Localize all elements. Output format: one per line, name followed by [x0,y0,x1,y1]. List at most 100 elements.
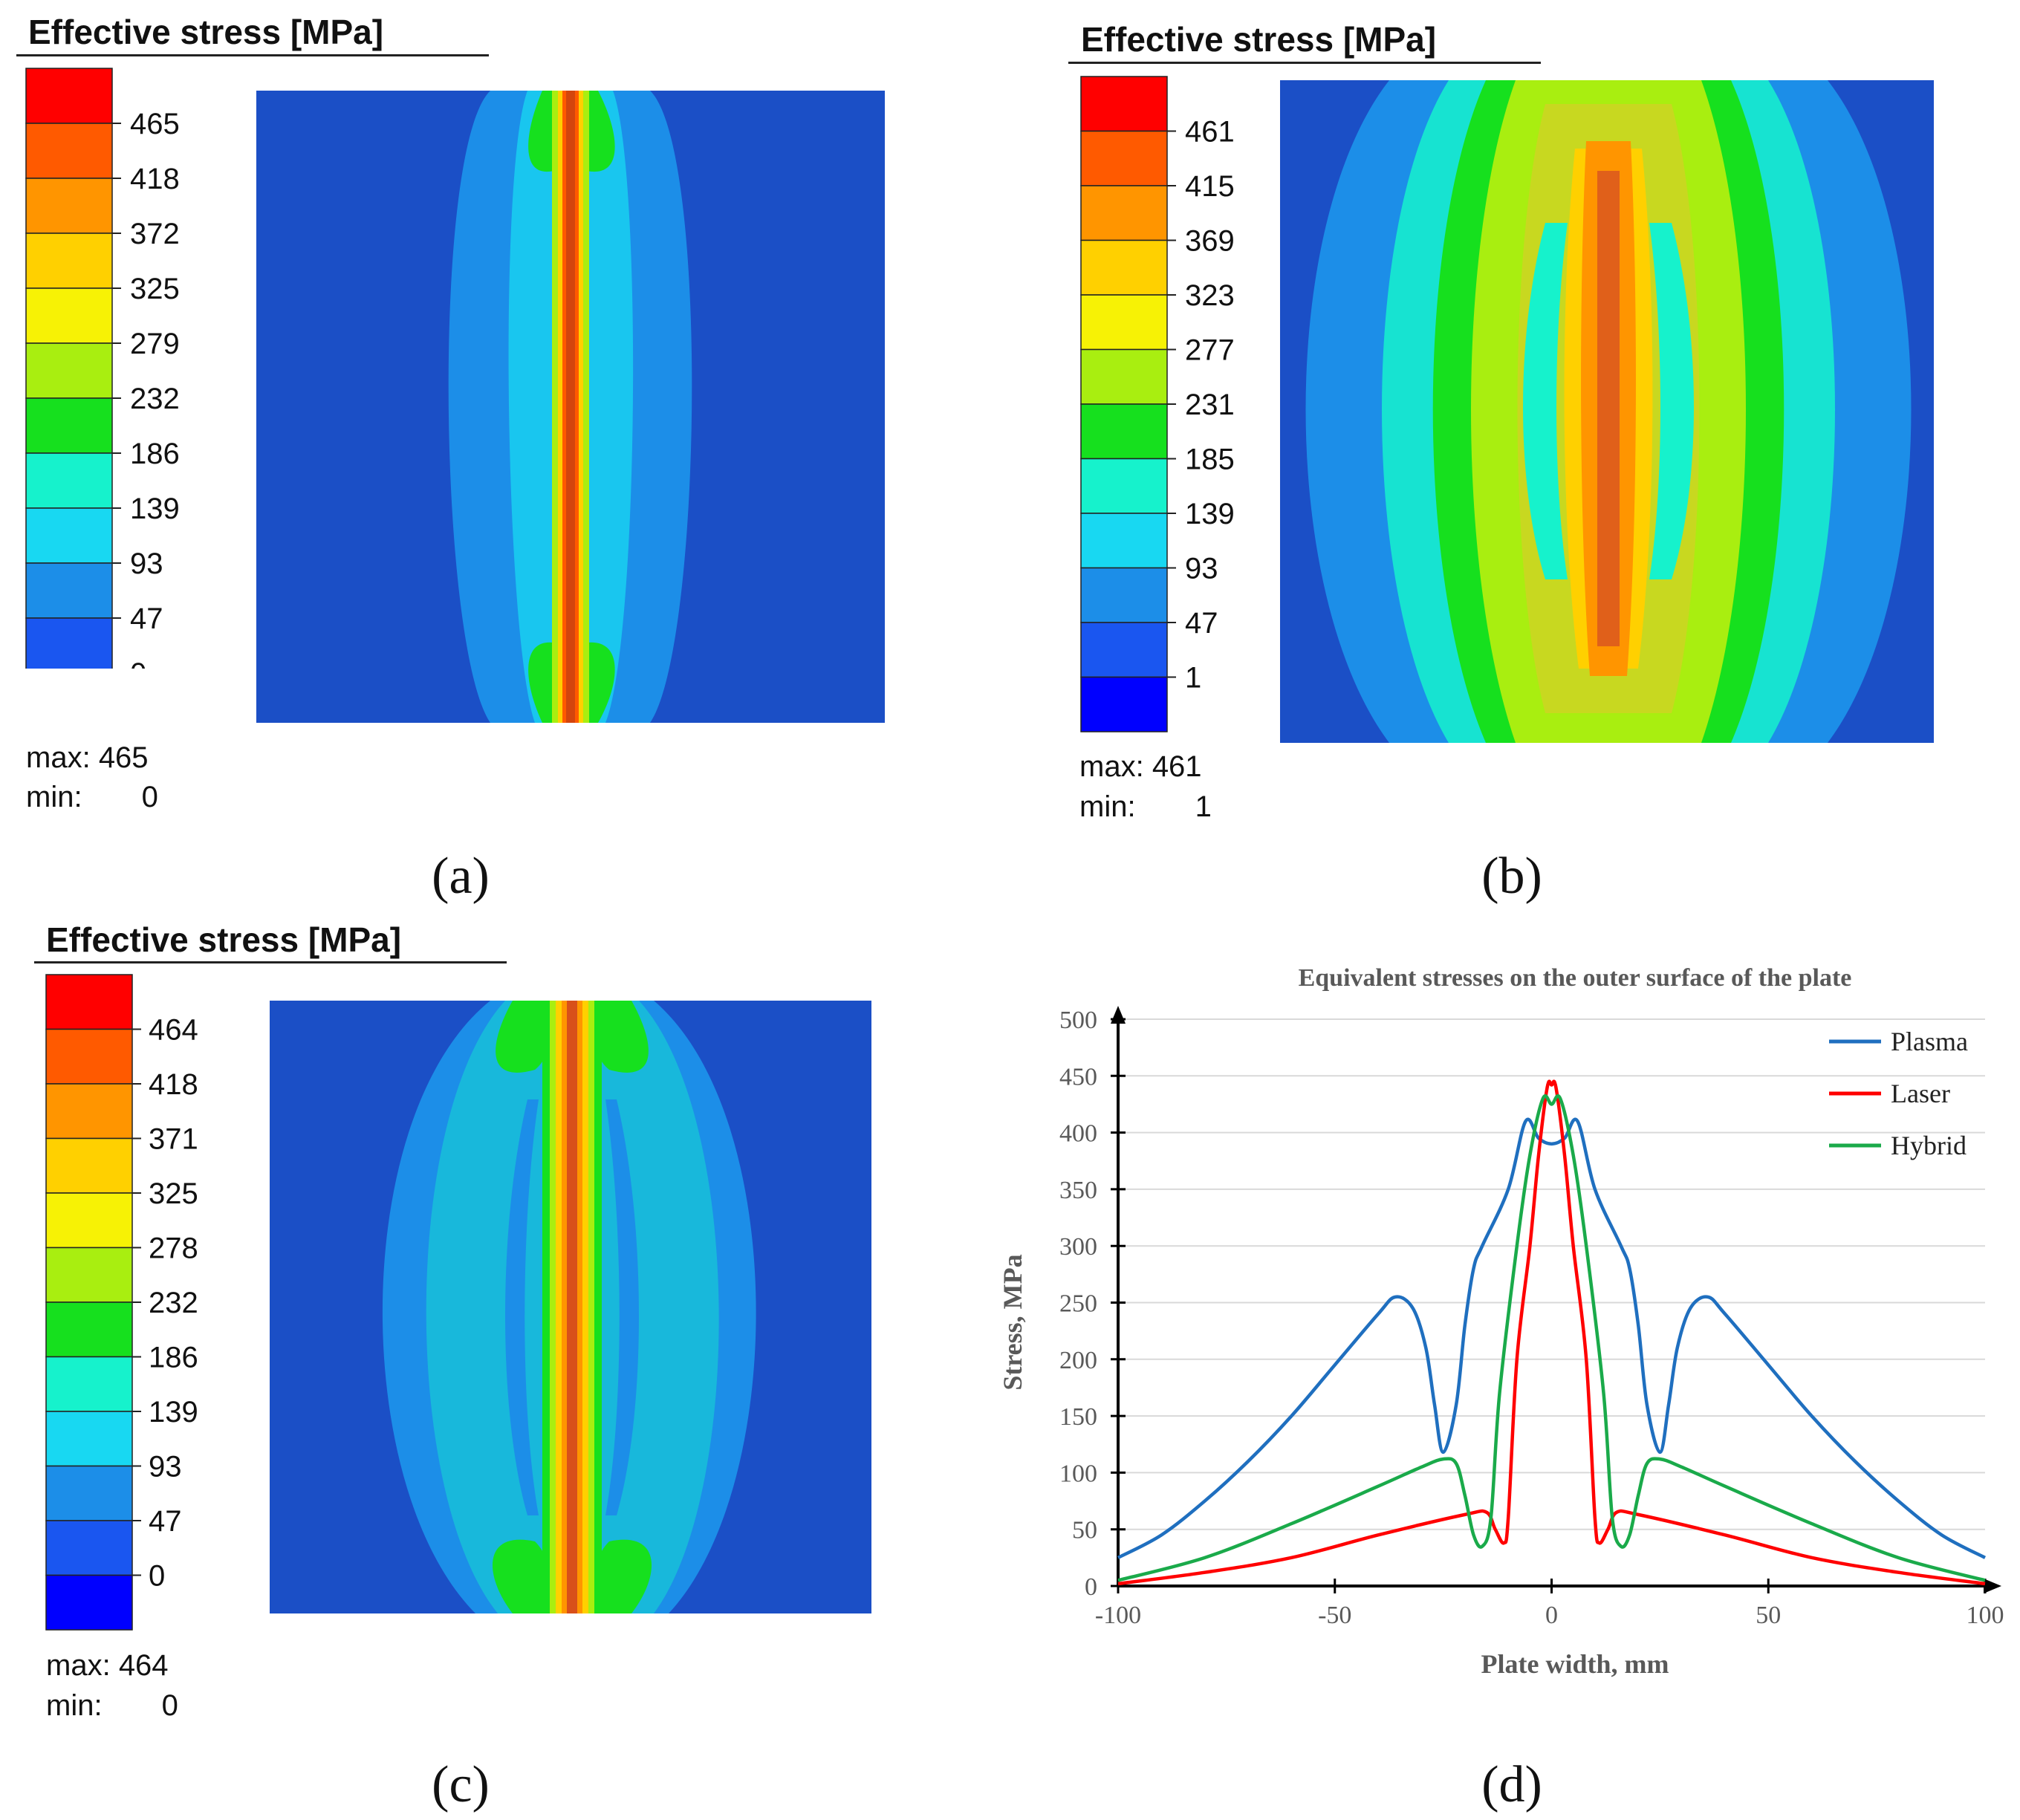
colorbar-tick-label: 139 [149,1396,198,1429]
colorbar-swatch [1080,676,1168,732]
colorbar-swatch [45,1356,133,1412]
caption-a: (a) [432,848,490,905]
y-tick-label: 300 [1059,1233,1097,1261]
colorbar-swatch [45,1411,133,1467]
colorbar-swatch [1080,458,1168,514]
colorbar-tick-label: 93 [149,1451,182,1483]
colorbar-tick-label: 232 [149,1287,198,1319]
colorbar-swatch [45,1520,133,1576]
colorbar-tick-label: 323 [1185,279,1235,312]
colorbar-swatch [25,287,113,344]
colorbar-tick-label: 371 [149,1123,198,1156]
colorbar-swatch [45,1137,133,1194]
colorbar-swatch [1080,185,1168,241]
x-axis-arrow [1984,1579,2001,1593]
min-label-b: min: 1 [1079,790,1212,823]
legend-title-c: Effective stress [MPa] [46,920,402,959]
colorbar-tick-label: 465 [130,108,180,140]
colorbar-swatch [45,1301,133,1358]
legend-label-plasma: Plasma [1891,1027,1968,1056]
series-line-laser [1117,1079,1986,1586]
colorbar-tick-label: 418 [149,1068,198,1101]
colorbar-a: 465 418 372 325 279 232 186 139 93 47 0 [25,68,180,669]
caption-b: (b) [1481,848,1542,905]
colorbar-tick-label: 47 [130,602,163,635]
colorbar-swatch [1080,239,1168,296]
min-value-c: 0 [161,1689,178,1722]
y-tick-label: 450 [1059,1063,1097,1091]
colorbar-tick-label: 47 [1185,607,1218,640]
colorbar-tick-label: 1 [1185,662,1201,695]
legend-title-b: Effective stress [MPa] [1081,20,1437,59]
legend-label-laser: Laser [1891,1079,1950,1108]
colorbar-tick-label: 464 [149,1014,198,1047]
y-tick-label: 50 [1072,1517,1097,1544]
colorbar-tick-label: 139 [130,493,180,525]
colorbar-swatch [25,562,113,619]
colorbar-swatch [45,1574,133,1631]
min-label-a: min: 0 [26,781,158,813]
max-value-c: 464 [118,1649,169,1682]
panel-b: Effective stress [MPa] 461 415 369 323 277 23… [1068,20,1934,905]
chart-series [1117,1079,1987,1586]
colorbar-swatch [25,617,113,669]
min-label-c: min: 0 [46,1689,178,1722]
colorbar-tick-label: 372 [130,218,180,250]
x-tick-label: 0 [1545,1602,1558,1629]
title-rule-c [34,961,507,963]
y-tick-label: 100 [1059,1460,1097,1487]
colorbar-swatch [25,507,113,564]
chart-title: Equivalent stresses on the outer surface… [1299,964,1852,992]
colorbar-tick-label: 369 [1185,225,1235,258]
max-label-c: max: 464 [46,1649,169,1682]
legend-label-hybrid: Hybrid [1891,1131,1967,1160]
legend-title-a: Effective stress [MPa] [28,13,384,51]
y-tick-label: 150 [1059,1403,1097,1431]
colorbar-tick-label: 325 [130,273,180,305]
panel-c: Effective stress [MPa] 464 418 371 325 278 23… [0,0,966,1820]
colorbar-swatch [25,123,113,179]
colorbar-swatch [1080,348,1168,405]
stress-contour-plate-b [1280,80,1934,743]
colorbar-swatch [25,342,113,399]
title-rule-b [1068,62,1541,64]
colorbar-swatch [45,1247,133,1303]
colorbar-b: 461 415 369 323 277 231 185 139 93 47 1 [1080,76,1235,732]
colorbar-tick-label: 0 [149,1560,165,1593]
y-tick-label: 350 [1059,1177,1097,1204]
stress-contour-plate-a [256,91,885,723]
chart-legend: Plasma Laser Hybrid [1829,1027,1968,1160]
colorbar-tick-label: 325 [149,1177,198,1210]
y-tick-label: 500 [1059,1007,1097,1034]
chart-grid [1118,1018,1985,1587]
chart-ticks: 0 50 100 150 200 250 300 350 400 450 500 -100 -50 0 50… [1059,1006,2004,1629]
colorbar-swatch [25,178,113,234]
colorbar-tick-label: 139 [1185,498,1235,530]
y-axis-label: Stress, MPa [998,1254,1027,1390]
colorbar-swatch [1080,130,1168,186]
x-tick-label: 100 [1967,1602,2004,1629]
y-tick-label: 250 [1059,1290,1097,1318]
series-line-hybrid [1117,1093,1986,1582]
colorbar-tick-label: 186 [149,1342,198,1374]
colorbar-swatch [1080,403,1168,460]
colorbar-tick-label: 279 [130,328,180,360]
colorbar-tick-label: 418 [130,163,180,195]
colorbar-swatch [45,1083,133,1140]
x-tick-label: -50 [1318,1602,1351,1629]
max-value-b: 461 [1152,750,1202,783]
x-tick-label: -100 [1095,1602,1141,1629]
x-axis-label: Plate width, mm [1481,1649,1669,1679]
colorbar-swatch [25,233,113,289]
x-tick-label: 50 [1756,1602,1781,1629]
y-tick-label: 400 [1059,1120,1097,1148]
colorbar-tick-label: 186 [130,438,180,470]
max-label-a: max: 465 [26,741,149,774]
colorbar-swatch [1080,76,1168,132]
title-rule-a [16,54,489,56]
colorbar-tick-label: 93 [130,547,163,580]
colorbar-swatch [1080,567,1168,623]
max-label-b: max: 461 [1079,750,1202,783]
colorbar-tick-label: 415 [1185,170,1235,203]
